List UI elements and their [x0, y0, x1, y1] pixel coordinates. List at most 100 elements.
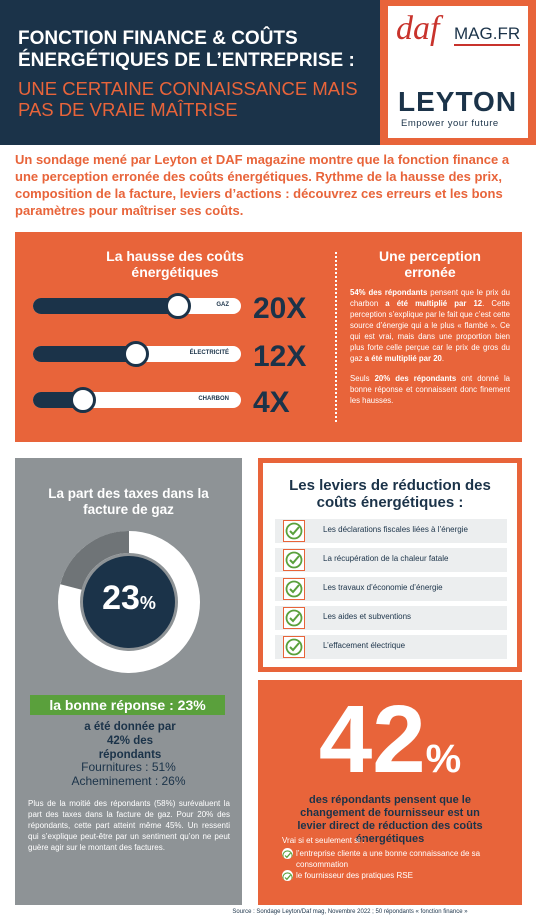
check-icon: [283, 549, 305, 571]
paragraph: Seuls 20% des répondants ont donné la bo…: [350, 373, 510, 406]
check-mark: [289, 613, 300, 623]
stat-number: 42%: [258, 690, 522, 818]
leviers-section: Les leviers de réduction des coûts énerg…: [258, 458, 522, 672]
levier-row: L’effacement électrique: [275, 635, 507, 659]
perception-text: 54% des répondants pensent que le prix d…: [350, 287, 510, 406]
check-circle: [285, 638, 303, 656]
logo-mag: MAG.FR: [454, 24, 521, 46]
check-circle: [285, 580, 303, 598]
check-mark: [284, 852, 292, 859]
bold-text: a été multiplié par 20: [364, 354, 442, 363]
bar-knob: [70, 387, 96, 413]
acheminement: Acheminement : 26%: [71, 774, 186, 788]
donut-value: 23: [102, 579, 140, 617]
check-circle: [282, 850, 293, 859]
text: . Cette perception s’explique par le fai…: [350, 299, 511, 363]
check-svg: [282, 850, 293, 859]
bar-value: 4X: [253, 386, 290, 419]
logo-leyton: LEYTON: [398, 86, 518, 117]
donut-label: 23%: [57, 579, 201, 618]
logo-daf: daf: [396, 10, 440, 47]
source: Source : Sondage Leyton/Daf mag, Novembr…: [232, 909, 468, 915]
bold-text: 20% des répondants: [374, 374, 457, 383]
text: ont donné la bonne réponse et connaissen…: [350, 374, 511, 405]
text: pensent que le prix du charbon: [350, 288, 511, 308]
levier-row: Les aides et subventions: [275, 606, 507, 630]
check-mark: [284, 874, 292, 881]
taxes-title-text: La part des taxes dans la facture de gaz: [48, 486, 209, 517]
check-mark: [289, 642, 300, 652]
bar-track: CHARBON: [33, 387, 241, 413]
donut-unit: %: [139, 593, 156, 613]
check-svg: [285, 609, 303, 627]
donut-center: [83, 556, 175, 648]
intro: Un sondage mené par Leyton et DAF magazi…: [15, 152, 510, 218]
bar-track: GAZ: [33, 293, 241, 319]
bar-knob: [123, 341, 149, 367]
text: Seuls: [350, 374, 375, 383]
levier-row: La récupération de la chaleur fatale: [275, 548, 507, 572]
hausse-section: La hausse des coûts énergétiques GAZ 20X…: [15, 232, 522, 442]
header: FONCTION FINANCE & COÛTS ÉNERGÉTIQUES DE…: [0, 0, 536, 145]
check-circle: [285, 609, 303, 627]
taxes-section: La part des taxes dans la facture de gaz…: [15, 458, 242, 905]
stat-unit: %: [425, 737, 462, 781]
bold-text: 54% des répondants: [350, 288, 428, 297]
check-mark: [289, 555, 300, 565]
check-svg: [285, 551, 303, 569]
logo-tagline: Empower your future: [401, 118, 499, 129]
subtitle: UNE CERTAINE CONNAISSANCE MAIS PAS DE VR…: [18, 78, 358, 120]
check-circle: [285, 551, 303, 569]
check-icon: [283, 520, 305, 542]
paragraph: 54% des répondants pensent que le prix d…: [350, 287, 510, 364]
title: FONCTION FINANCE & COÛTS ÉNERGÉTIQUES DE…: [18, 28, 355, 71]
check-circle: [282, 872, 293, 881]
donut-arc: [60, 531, 130, 591]
levier-text: Les déclarations fiscales liées à l’éner…: [323, 525, 468, 534]
check-icon: [283, 636, 305, 658]
check-circle: [285, 522, 303, 540]
bar-value: 20X: [253, 292, 307, 325]
perception-title: Une perception erronée: [345, 248, 515, 280]
levier-text: La récupération de la chaleur fatale: [323, 554, 449, 563]
bar-label: ÉLECTRICITÉ: [189, 350, 229, 356]
check-svg: [285, 580, 303, 598]
condition: Vrai si et seulement si :: [282, 836, 365, 845]
taxes-title: La part des taxes dans la facture de gaz: [25, 486, 232, 518]
stat-section: 42% des répondants pensent que le change…: [258, 680, 522, 905]
check-mark: [289, 526, 300, 536]
bar-label: GAZ: [216, 302, 229, 308]
check-icon: [282, 848, 293, 859]
condition-item: le fournisseur des pratiques RSE: [296, 871, 413, 880]
perception-title-text: Une perception erronée: [379, 248, 481, 280]
check-icon: [283, 578, 305, 600]
bar-value: 12X: [253, 340, 307, 373]
bar-knob: [165, 293, 191, 319]
check-icon: [283, 607, 305, 629]
bar-track: ÉLECTRICITÉ: [33, 341, 241, 367]
answer-badge: la bonne réponse : 23%: [30, 695, 225, 715]
check-mark: [289, 584, 300, 594]
stat-text: des répondants pensent que le changement…: [297, 794, 483, 845]
condition-item: l’entreprise cliente a une bonne connais…: [296, 849, 481, 869]
bar-fill: [33, 346, 137, 362]
levier-text: Les aides et subventions: [323, 612, 412, 621]
levier-text: Les travaux d’économie d’énergie: [323, 583, 443, 592]
bar-label: CHARBON: [198, 396, 229, 402]
bar-fill: [33, 298, 181, 314]
answer-given: a été donnée par 42% des répondants: [84, 721, 176, 761]
check-svg: [285, 522, 303, 540]
text: .: [441, 354, 445, 363]
taxes-paragraph: Plus de la moitié des répondants (58%) s…: [28, 799, 230, 852]
logo-box: daf MAG.FR LEYTON Empower your future: [388, 6, 528, 138]
donut: [58, 531, 200, 673]
hausse-title-text: La hausse des coûts énergétiques: [106, 248, 244, 280]
leviers-title: Les leviers de réduction des coûts énerg…: [289, 477, 491, 511]
levier-row: Les déclarations fiscales liées à l’éner…: [275, 519, 507, 543]
check-svg: [285, 638, 303, 656]
fournitures: Fournitures : 51%: [81, 760, 176, 774]
divider: [335, 252, 337, 422]
check-svg: [282, 872, 293, 881]
